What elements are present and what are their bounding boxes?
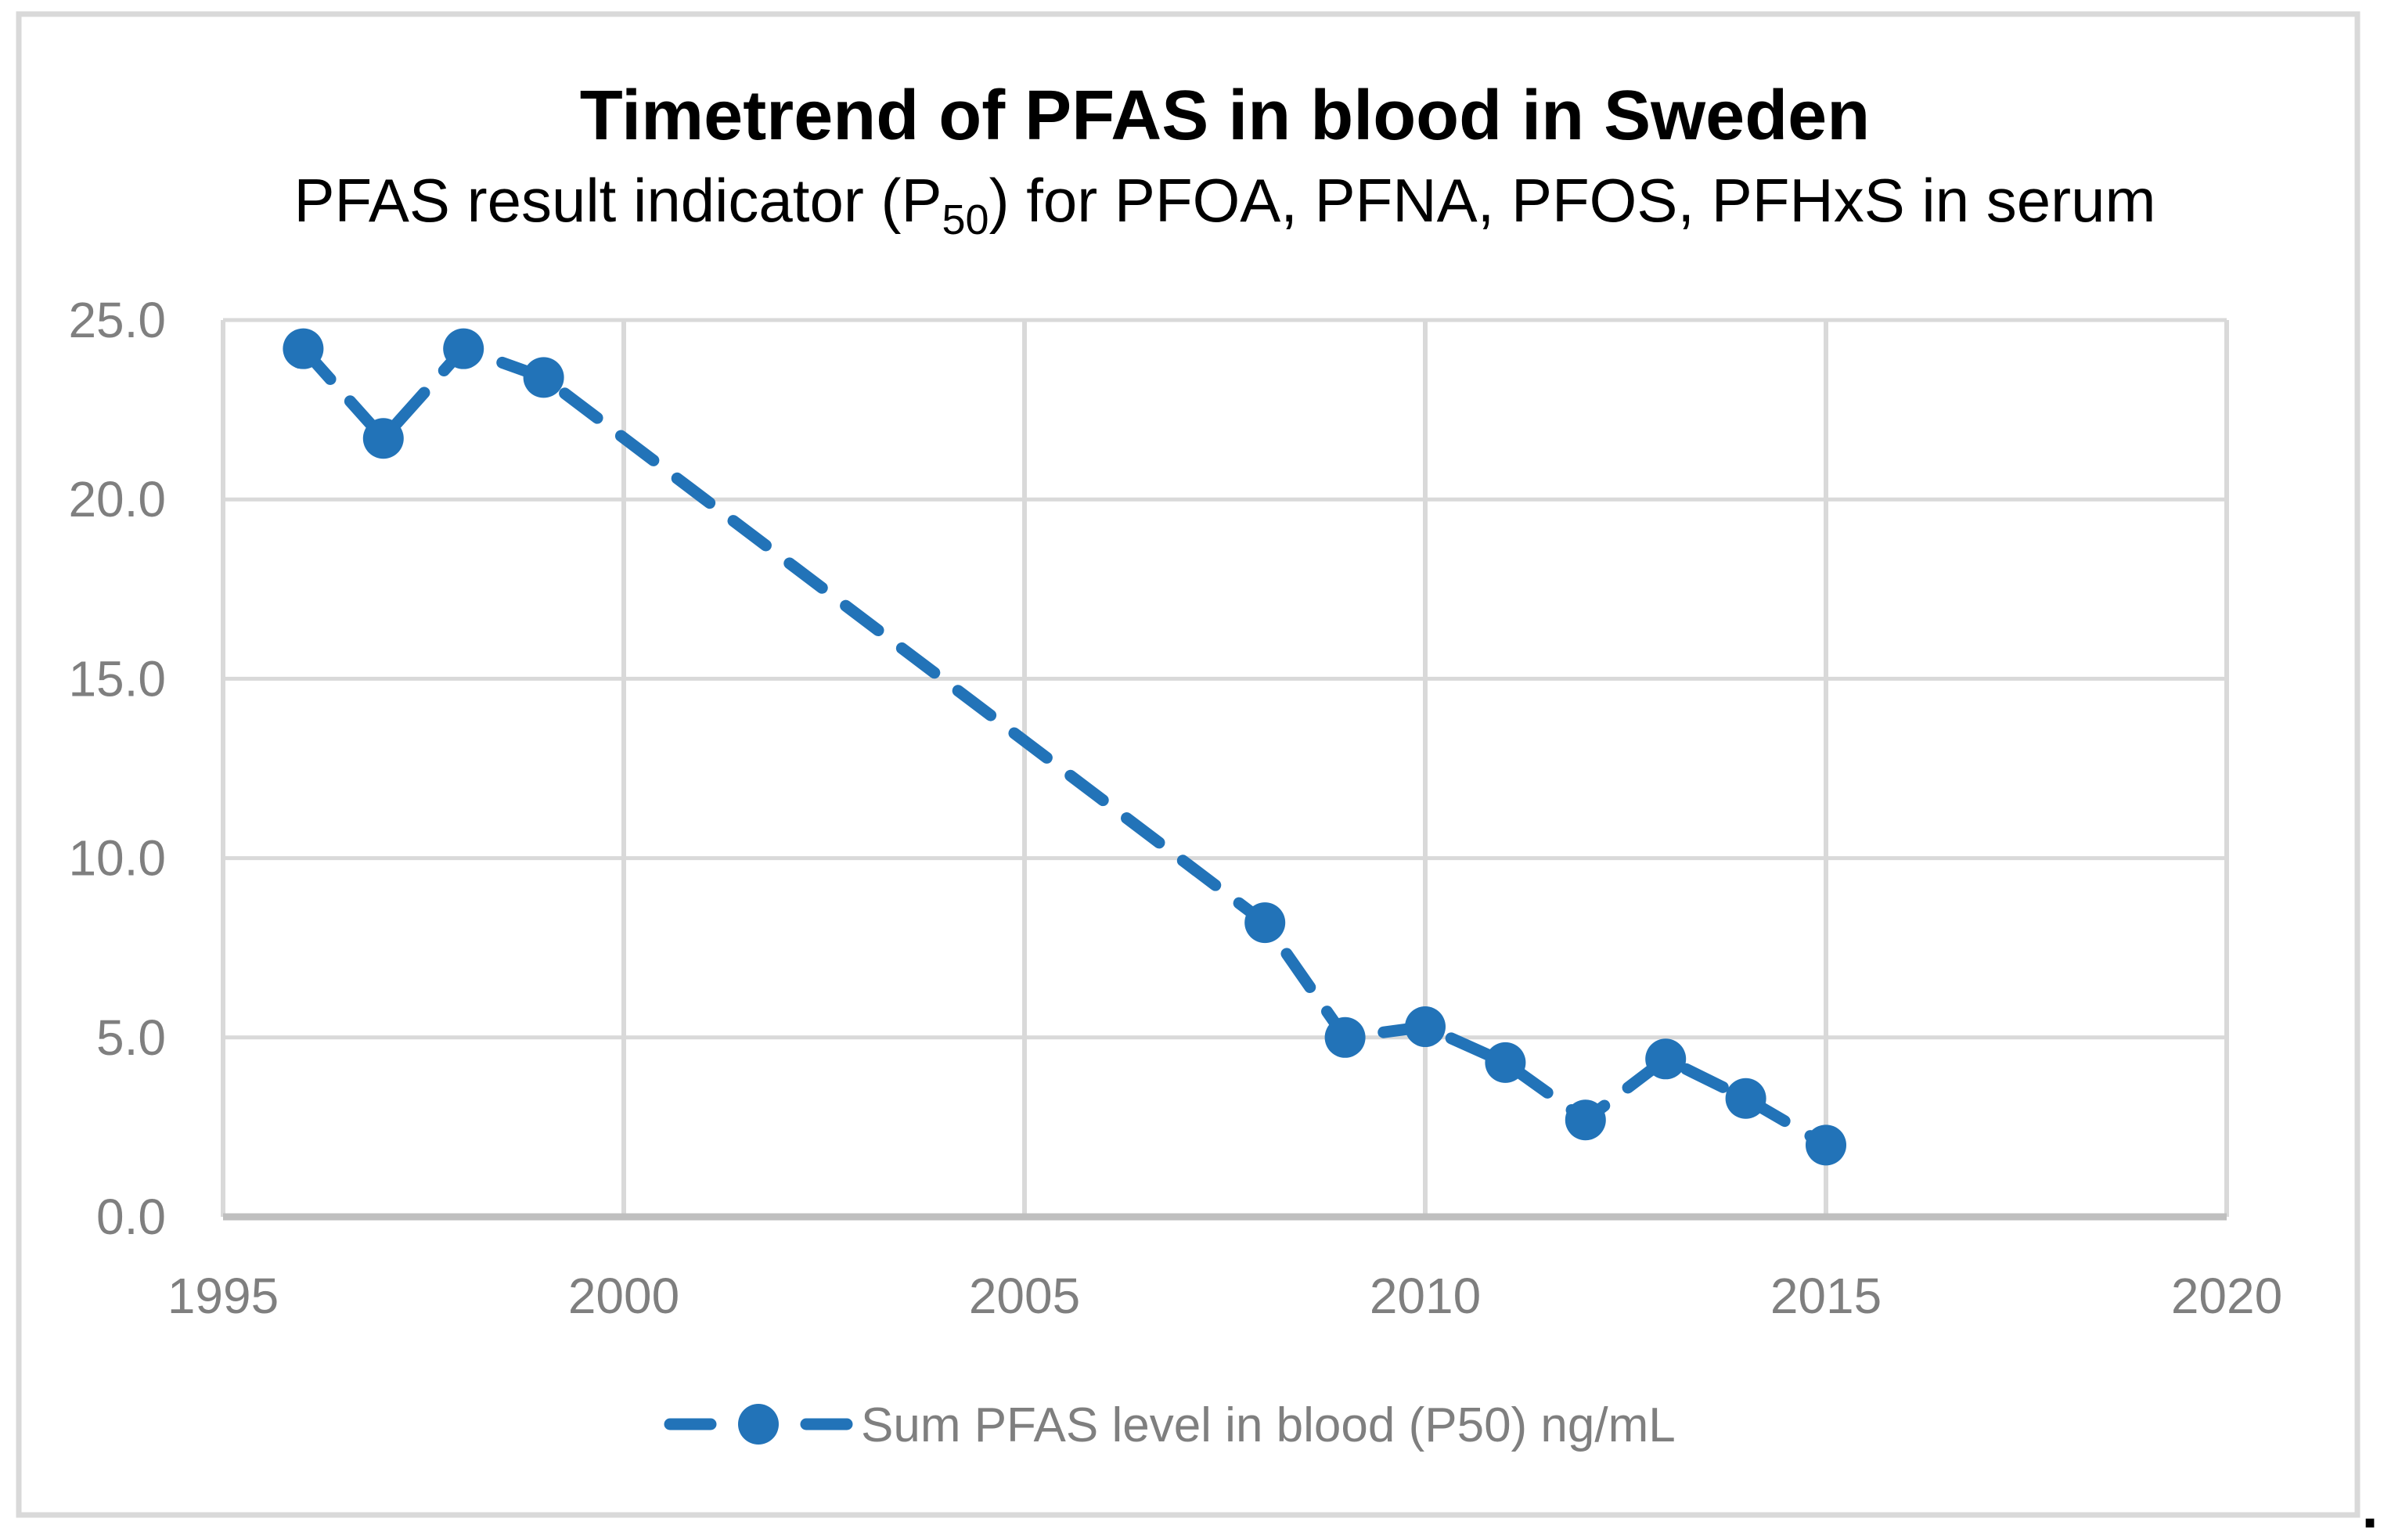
data-point-2009 [1324, 1016, 1366, 1058]
subtitle-subscript: 50 [942, 196, 989, 243]
y-tick-label-20: 20.0 [68, 471, 166, 527]
x-tick-label-2010: 2010 [1370, 1268, 1481, 1324]
y-tick-label-5: 5.0 [96, 1009, 166, 1066]
chart-title: Timetrend of PFAS in blood in Sweden [580, 77, 1870, 155]
legend-marker-sample [738, 1404, 779, 1445]
data-point-2008 [1244, 902, 1286, 944]
data-point-2013 [1645, 1038, 1687, 1080]
data-point-2015 [1806, 1124, 1846, 1166]
y-tick-label-25: 25.0 [68, 292, 166, 348]
chart-border [16, 11, 2361, 1518]
legend-label: Sum PFAS level in blood (P50) ng/mL [861, 1398, 1676, 1452]
data-point-2011 [1485, 1042, 1526, 1083]
x-tick-label-2020: 2020 [2171, 1268, 2282, 1324]
y-axis-labels: 0.0 5.0 10.0 15.0 20.0 25.0 [68, 292, 166, 1245]
x-axis-labels: 1995 2000 2005 2010 2015 2020 [167, 1268, 2282, 1324]
data-point-1996 [283, 328, 324, 369]
y-tick-label-0: 0.0 [96, 1189, 166, 1245]
chart-subtitle: PFAS result indicator (P50) for PFOA, PF… [294, 166, 2156, 243]
series-dashed-line [297, 343, 1832, 1151]
data-point-2014 [1725, 1078, 1766, 1119]
subtitle-text-pre: PFAS result indicator (P [294, 166, 942, 235]
x-tick-label-1995: 1995 [167, 1268, 279, 1324]
y-tick-label-15: 15.0 [68, 650, 166, 707]
data-point-1999 [523, 357, 564, 398]
subtitle-text-post: ) for PFOA, PFNA, PFOS, PFHxS in serum [989, 166, 2156, 235]
data-point-1997 [362, 418, 404, 459]
series-markers [283, 328, 1846, 1166]
x-tick-label-2000: 2000 [568, 1268, 679, 1324]
data-point-2010 [1405, 1006, 1446, 1048]
gridlines [221, 318, 2229, 1221]
data-point-2012 [1565, 1099, 1606, 1141]
trailing-period: . [2361, 1474, 2378, 1540]
x-tick-label-2015: 2015 [1770, 1268, 1882, 1324]
x-tick-label-2005: 2005 [969, 1268, 1080, 1324]
legend: Sum PFAS level in blood (P50) ng/mL [664, 1398, 1676, 1452]
y-tick-label-10: 10.0 [68, 830, 166, 887]
data-point-1998 [443, 328, 484, 369]
